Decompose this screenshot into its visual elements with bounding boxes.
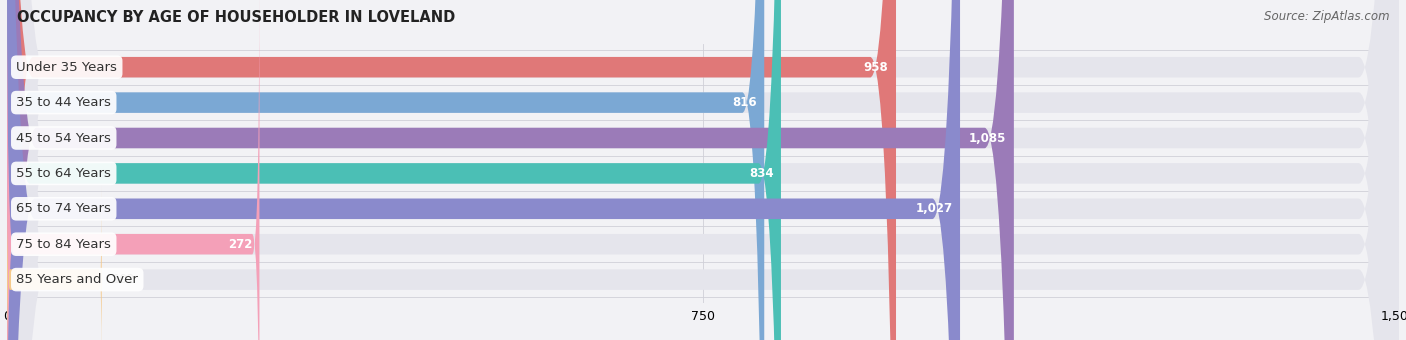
FancyBboxPatch shape xyxy=(7,0,780,340)
Text: 75 to 84 Years: 75 to 84 Years xyxy=(17,238,111,251)
Text: 55 to 64 Years: 55 to 64 Years xyxy=(17,167,111,180)
FancyBboxPatch shape xyxy=(7,0,960,340)
Text: 272: 272 xyxy=(228,238,252,251)
FancyBboxPatch shape xyxy=(7,0,1399,340)
Text: 65 to 74 Years: 65 to 74 Years xyxy=(17,202,111,215)
Text: 834: 834 xyxy=(749,167,773,180)
FancyBboxPatch shape xyxy=(7,0,896,340)
Text: Under 35 Years: Under 35 Years xyxy=(17,61,117,74)
Text: 1,085: 1,085 xyxy=(969,132,1007,144)
Text: Source: ZipAtlas.com: Source: ZipAtlas.com xyxy=(1264,10,1389,23)
Text: 102: 102 xyxy=(112,273,135,286)
FancyBboxPatch shape xyxy=(7,0,1399,340)
FancyBboxPatch shape xyxy=(7,0,1399,340)
FancyBboxPatch shape xyxy=(7,0,1399,340)
FancyBboxPatch shape xyxy=(7,0,1014,340)
Text: 1,027: 1,027 xyxy=(915,202,953,215)
FancyBboxPatch shape xyxy=(7,185,101,340)
FancyBboxPatch shape xyxy=(7,0,1399,340)
Text: 35 to 44 Years: 35 to 44 Years xyxy=(17,96,111,109)
Text: 85 Years and Over: 85 Years and Over xyxy=(17,273,138,286)
Text: OCCUPANCY BY AGE OF HOUSEHOLDER IN LOVELAND: OCCUPANCY BY AGE OF HOUSEHOLDER IN LOVEL… xyxy=(17,10,456,25)
FancyBboxPatch shape xyxy=(7,0,765,340)
Text: 816: 816 xyxy=(733,96,756,109)
FancyBboxPatch shape xyxy=(7,0,260,340)
Text: 958: 958 xyxy=(863,61,889,74)
FancyBboxPatch shape xyxy=(7,0,1399,340)
FancyBboxPatch shape xyxy=(7,0,1399,340)
Text: 45 to 54 Years: 45 to 54 Years xyxy=(17,132,111,144)
